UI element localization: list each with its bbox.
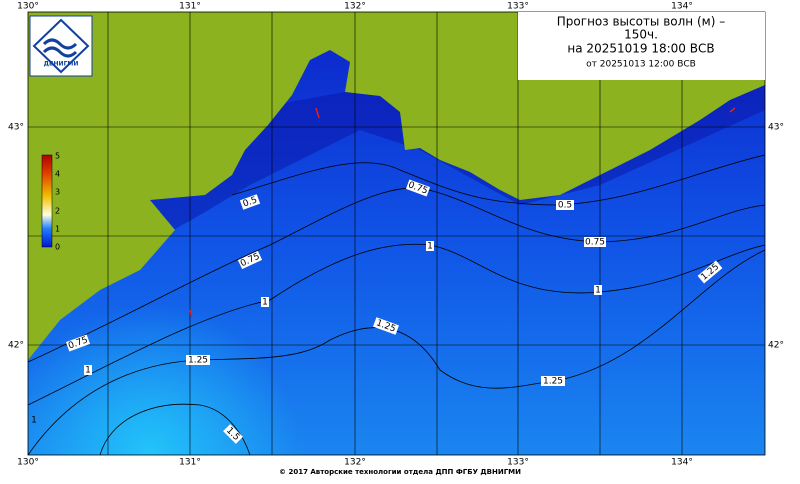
contour-label: 0.5 [558,201,572,211]
lat-label: 42° [768,341,784,351]
map-area: 0.5 0.5 0.75 0.75 0.75 0.75 1 1 1 1 1 1.… [27,11,766,456]
lon-label: 130° [17,2,39,12]
colorbar-scale [41,154,53,248]
colorbar-label: 5 [55,152,60,161]
colorbar: 5 4 3 2 1 0 [41,152,60,252]
title-line: Прогноз высоты волн (м) – [557,15,725,29]
contour-label: 1 [427,242,433,252]
title-bg [518,12,765,80]
contour-label: 1 [595,286,601,296]
lon-label: 131° [179,2,201,12]
land [28,12,765,360]
lon-label: 134° [671,458,693,468]
title-box: Прогноз высоты волн (м) – 150ч. на 20251… [518,12,765,80]
logo-waves [42,38,78,58]
lon-label: 131° [179,458,201,468]
colorbar-label: 0 [55,243,60,252]
grid [28,12,765,455]
lat-label: 43° [8,123,24,133]
logo-diamond [32,18,90,74]
contour-label: 1 [31,416,37,426]
lon-label: 132° [344,458,366,468]
lat-label: 42° [8,341,24,351]
footer: © 2017 Авторские технологии отдела ДПП Ф… [279,468,521,476]
colorbar-label: 3 [55,188,60,197]
title-line: 150ч. [624,28,658,42]
wave-arrows [189,107,736,319]
lon-label: 132° [344,2,366,12]
colorbar-label: 4 [55,170,60,179]
title-line: от 20251013 12:00 ВСВ [586,60,696,70]
colorbar-label: 2 [55,207,60,216]
contour-label: 1 [85,366,91,376]
axis-labels: 130° 131° 132° 133° 134° 130° 131° 132° … [8,2,784,468]
lon-label: 134° [671,2,693,12]
contour-label: 0.5 [242,195,259,209]
contour-label: 1.25 [543,377,563,387]
lon-label: 130° [17,458,39,468]
colorbar-label: 1 [55,225,60,234]
logo-text: ДВНИГМИ [44,61,79,68]
title-line: на 20251019 18:00 ВСВ [567,42,714,56]
map-frame [27,11,766,456]
lon-label: 133° [507,458,529,468]
lon-label: 133° [507,2,529,12]
contour-label: 0.75 [585,238,605,248]
contour-label: 1.25 [188,356,208,366]
lat-label: 43° [768,123,784,133]
logo: ДВНИГМИ [29,15,93,77]
contour-label: 1 [262,298,268,308]
